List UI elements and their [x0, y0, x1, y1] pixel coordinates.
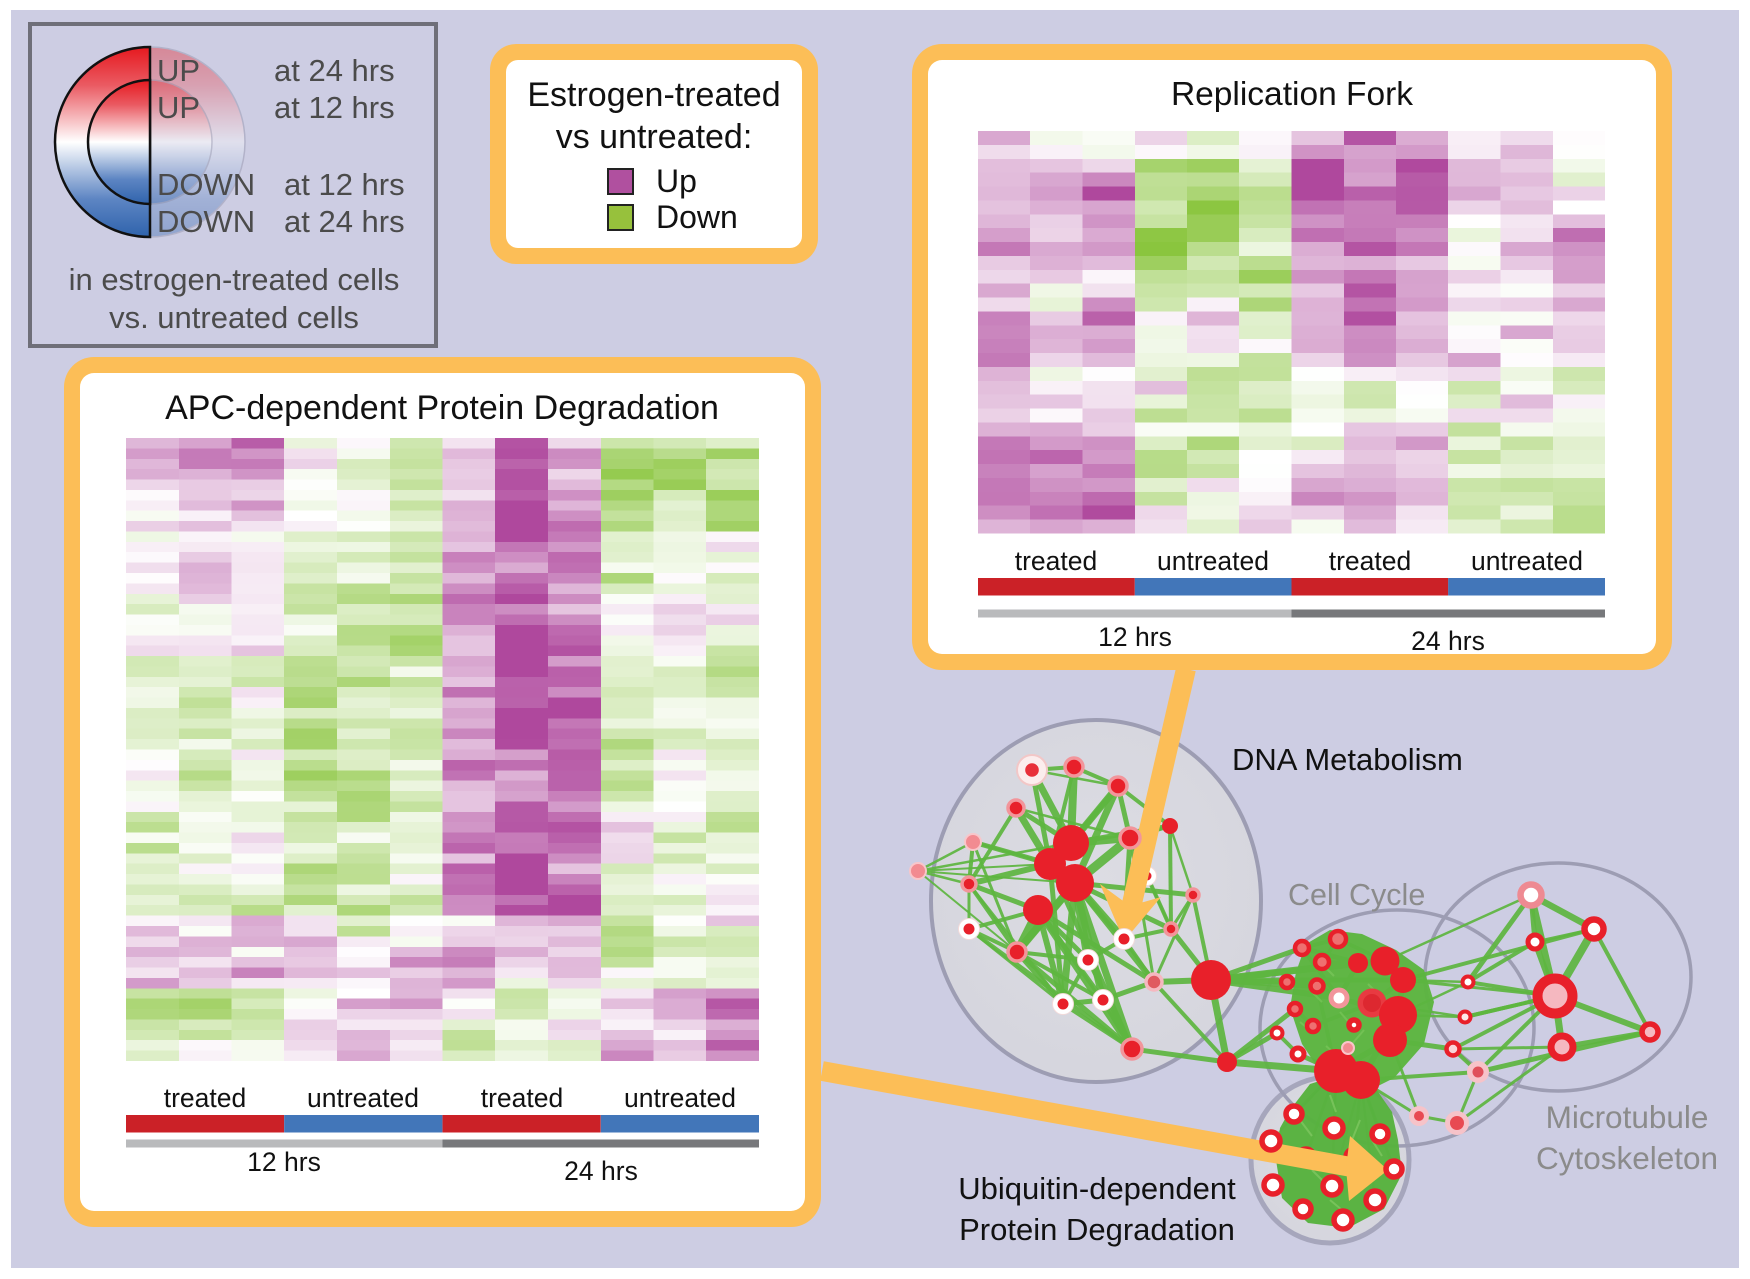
- svg-text:at 12 hrs: at 12 hrs: [284, 167, 405, 202]
- svg-text:APC-dependent Protein Degradat: APC-dependent Protein Degradation: [165, 389, 719, 427]
- svg-text:at 24 hrs: at 24 hrs: [274, 53, 395, 88]
- svg-text:12 hrs: 12 hrs: [247, 1147, 321, 1177]
- svg-text:Cytoskeleton: Cytoskeleton: [1536, 1140, 1718, 1176]
- svg-text:treated: treated: [1015, 546, 1098, 576]
- svg-text:at 24 hrs: at 24 hrs: [284, 204, 405, 239]
- svg-text:Down: Down: [656, 199, 738, 235]
- svg-text:untreated: untreated: [1471, 546, 1583, 576]
- svg-text:12 hrs: 12 hrs: [1098, 622, 1172, 652]
- svg-text:Ubiquitin-dependent: Ubiquitin-dependent: [958, 1171, 1236, 1206]
- svg-text:treated: treated: [1329, 546, 1412, 576]
- svg-text:DOWN: DOWN: [157, 167, 255, 202]
- svg-text:UP: UP: [157, 90, 200, 125]
- svg-text:Protein Degradation: Protein Degradation: [959, 1212, 1235, 1247]
- svg-text:untreated: untreated: [624, 1083, 736, 1113]
- svg-text:at 12 hrs: at 12 hrs: [274, 90, 395, 125]
- svg-text:Replication Fork: Replication Fork: [1171, 76, 1413, 113]
- svg-text:untreated: untreated: [307, 1083, 419, 1113]
- svg-text:24 hrs: 24 hrs: [564, 1156, 638, 1186]
- svg-text:untreated: untreated: [1157, 546, 1269, 576]
- svg-text:24 hrs: 24 hrs: [1411, 626, 1485, 656]
- svg-text:Up: Up: [656, 163, 697, 199]
- svg-text:DNA Metabolism: DNA Metabolism: [1232, 742, 1463, 777]
- svg-text:treated: treated: [164, 1083, 247, 1113]
- svg-text:DOWN: DOWN: [157, 204, 255, 239]
- svg-text:UP: UP: [157, 53, 200, 88]
- svg-text:in estrogen-treated cells: in estrogen-treated cells: [69, 262, 400, 297]
- svg-text:treated: treated: [481, 1083, 564, 1113]
- svg-text:Estrogen-treated: Estrogen-treated: [527, 76, 780, 114]
- svg-text:Microtubule: Microtubule: [1546, 1099, 1709, 1135]
- svg-text:vs untreated:: vs untreated:: [556, 118, 753, 156]
- svg-text:vs. untreated cells: vs. untreated cells: [109, 300, 359, 335]
- svg-text:Cell Cycle: Cell Cycle: [1288, 878, 1425, 912]
